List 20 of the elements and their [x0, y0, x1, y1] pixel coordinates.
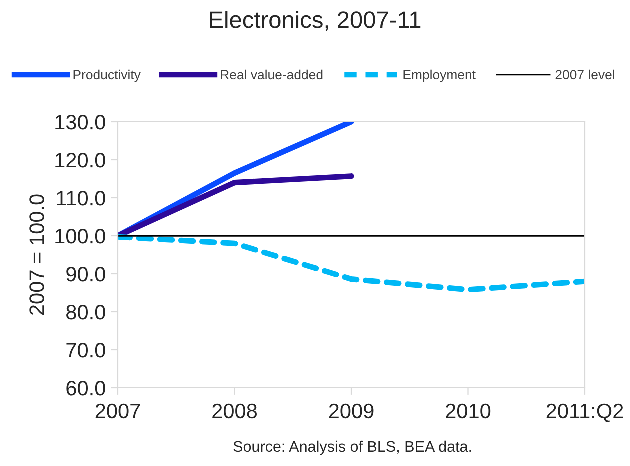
y-tick-label: 110.0	[57, 191, 106, 206]
legend-label: Real value-added	[221, 70, 323, 80]
legend-label: Employment	[404, 70, 476, 82]
x-tick-label: 2010	[446, 404, 491, 419]
y-tick-label: 100.0	[56, 229, 106, 244]
x-tick-label: 2008	[212, 404, 258, 419]
chart-title: Electronics, 2007-11	[210, 10, 421, 32]
x-tick-label: 2007	[96, 404, 140, 419]
y-axis-title: 2007 = 100.0	[30, 194, 44, 316]
y-tick-label: 70.0	[66, 343, 106, 358]
source-note: Source: Analysis of BLS, BEA data.	[234, 440, 472, 456]
legend-label: Productivity	[74, 70, 141, 82]
x-tick-label: 2011:Q2	[546, 404, 624, 422]
y-tick-label: 60.0	[66, 381, 106, 396]
y-tick-label: 90.0	[66, 267, 106, 282]
y-tick-label: 130.0	[56, 115, 106, 130]
legend-label: 2007 level	[556, 70, 614, 80]
x-tick-label: 2009	[329, 404, 374, 419]
y-tick-label: 80.0	[66, 305, 106, 320]
y-tick-label: 120.0	[56, 153, 106, 168]
